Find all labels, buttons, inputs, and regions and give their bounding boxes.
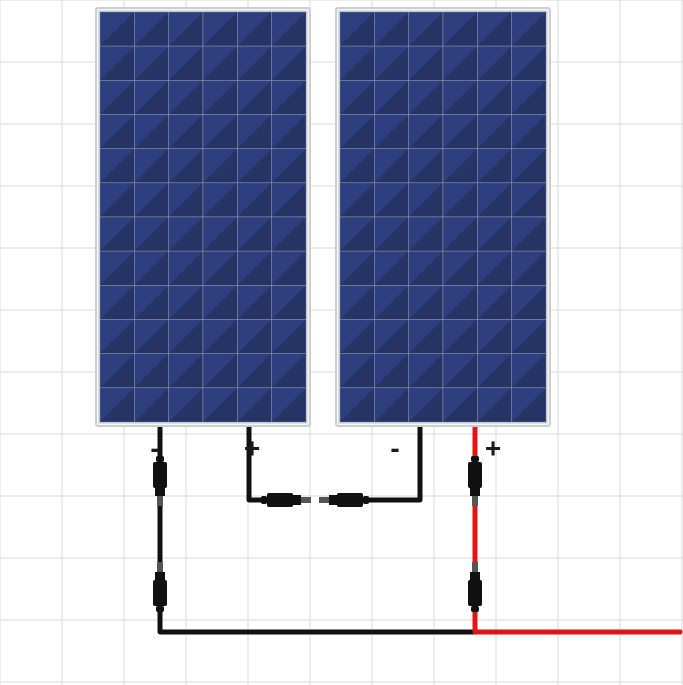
diagram-svg: - + - +: [0, 0, 683, 685]
panel-left-pos-label-glyph: +: [244, 432, 260, 463]
panel-right-neg-label-glyph: -: [390, 432, 399, 463]
diagram-root: - + - +: [0, 0, 683, 685]
panel-right-pos-label-glyph: +: [485, 432, 501, 463]
panel-right: [336, 8, 550, 426]
panel-left-neg-label-glyph: -: [150, 432, 159, 463]
panel-left: [96, 8, 310, 426]
